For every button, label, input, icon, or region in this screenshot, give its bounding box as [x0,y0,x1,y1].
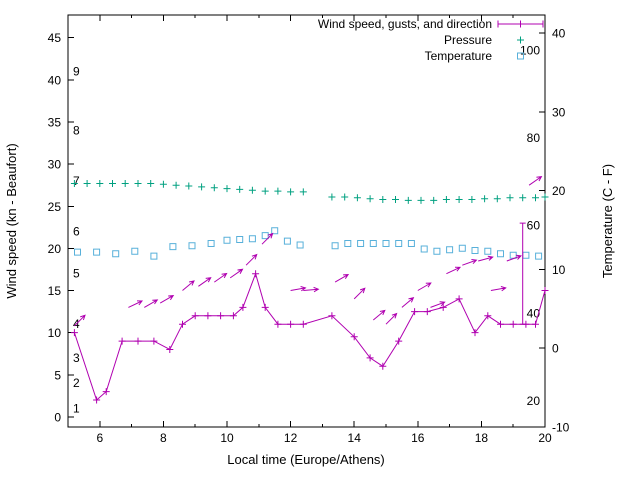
beaufort-scale-label: 5 [73,267,80,281]
wind-speed-markers [70,270,549,404]
beaufort-scale-label: 3 [73,351,80,365]
y-left-tick-label: 40 [48,73,62,87]
x-tick-label: 10 [220,431,234,445]
y-right-tick-label: 0 [552,342,559,356]
beaufort-scale-label: 6 [73,225,80,239]
fahrenheit-scale-label: 80 [527,131,541,145]
wind-speed-line [73,272,546,401]
y-left-tick-label: 5 [54,368,61,382]
fahrenheit-scale-label: 60 [527,218,541,232]
chart-render-root: 6 8 10 12 14 16 18 20051015202530354045-1001020… [48,14,570,445]
legend-label-temperature: Temperature [425,49,493,63]
y-left-tick-label: 20 [48,242,62,256]
tick-labels: 6 8 10 12 14 16 18 20051015202530354045-1001020… [48,27,570,445]
x-tick-label: 14 [348,431,362,445]
y-left-tick-label: 10 [48,326,62,340]
y-right-tick-label: 30 [552,105,566,119]
pressure-series [70,180,549,204]
legend: Wind speed, gusts, and direction Pressur… [318,17,544,63]
temperature-series [74,227,543,260]
x-tick-label: 20 [538,431,552,445]
y-right-tick-label: -10 [552,421,570,435]
legend-sample-pressure [517,36,524,44]
fahrenheit-scale-label: 20 [527,394,541,408]
x-axis-title: Local time (Europe/Athens) [227,452,385,467]
legend-label-pressure: Pressure [444,33,492,47]
legend-markers [497,20,544,60]
fahrenheit-scale-label: 100 [520,43,540,57]
legend-label-wind: Wind speed, gusts, and direction [318,17,492,31]
beaufort-scale-label: 1 [73,402,80,416]
plot-border [67,14,546,428]
x-tick-label: 12 [284,431,298,445]
y-left-tick-label: 25 [48,200,62,214]
beaufort-scale-label: 7 [73,174,80,188]
legend-sample-temperature [517,52,524,60]
y-right-axis-title: Temperature (C - F) [600,164,615,278]
y-right-tick-label: 20 [552,184,566,198]
x-tick-label: 18 [475,431,489,445]
x-tick-label: 16 [411,431,425,445]
y-left-axis-title: Wind speed (kn - Beaufort) [4,143,19,298]
wind-direction-arrows [74,175,543,327]
x-tick-label: 8 [160,431,167,445]
y-right-tick-label: 40 [552,27,566,41]
y-left-tick-label: 45 [48,31,62,45]
beaufort-scale-label: 9 [73,64,80,78]
legend-sample-wind [497,20,544,28]
y-left-tick-label: 35 [48,116,62,130]
beaufort-scale-label: 2 [73,376,80,390]
beaufort-scale-label: 8 [73,123,80,137]
fahrenheit-scale-label: 40 [527,307,541,321]
y-right-tick-label: 10 [552,263,566,277]
y-left-tick-label: 15 [48,284,62,298]
y-left-tick-label: 30 [48,158,62,172]
gust-bar [519,222,526,325]
x-tick-label: 6 [96,431,103,445]
axis-ticks [68,15,546,428]
y-left-tick-label: 0 [54,410,61,424]
